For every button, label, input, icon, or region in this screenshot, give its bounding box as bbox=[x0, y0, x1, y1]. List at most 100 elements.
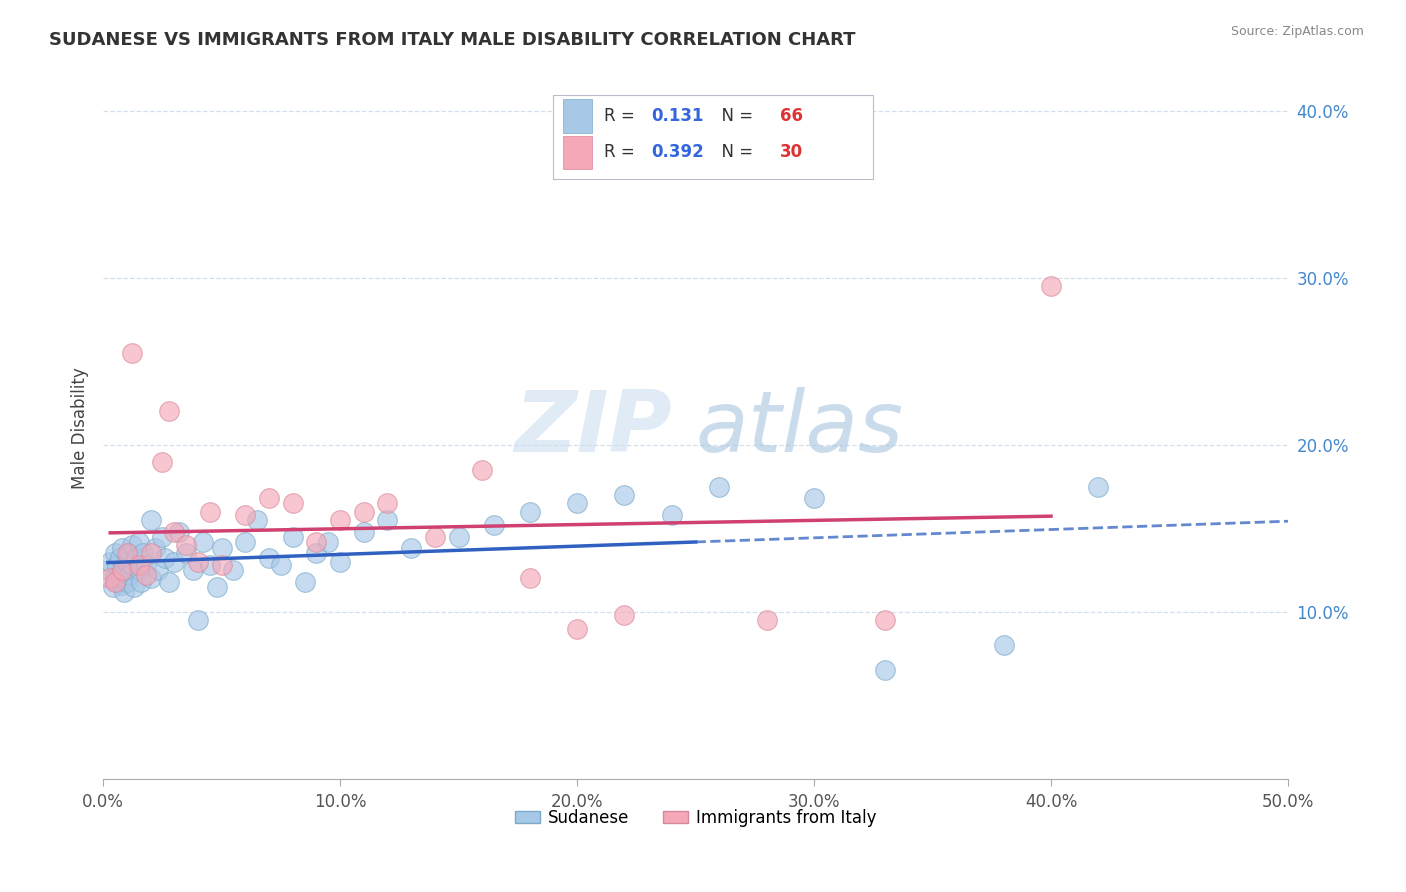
Point bbox=[661, 508, 683, 522]
Point bbox=[187, 555, 209, 569]
Point bbox=[128, 558, 150, 573]
Point bbox=[167, 524, 190, 539]
Point bbox=[198, 505, 221, 519]
Point bbox=[187, 613, 209, 627]
Point bbox=[423, 530, 446, 544]
Point bbox=[163, 555, 186, 569]
Point bbox=[150, 530, 173, 544]
Point bbox=[139, 572, 162, 586]
Text: ZIP: ZIP bbox=[515, 386, 672, 470]
Point bbox=[281, 496, 304, 510]
Point bbox=[105, 558, 128, 573]
Point bbox=[399, 541, 422, 556]
Point bbox=[153, 551, 176, 566]
Point bbox=[482, 518, 505, 533]
Point bbox=[114, 563, 136, 577]
Point bbox=[257, 491, 280, 506]
Point bbox=[305, 546, 328, 560]
Point bbox=[135, 558, 157, 573]
Point bbox=[108, 551, 131, 566]
Point bbox=[159, 404, 181, 418]
Point bbox=[613, 488, 636, 502]
Point bbox=[115, 555, 138, 569]
Point bbox=[97, 563, 120, 577]
Point bbox=[111, 541, 134, 556]
Point bbox=[132, 546, 155, 560]
Point bbox=[246, 513, 269, 527]
Point bbox=[233, 508, 256, 522]
Point bbox=[709, 480, 731, 494]
Text: 66: 66 bbox=[780, 107, 803, 125]
Point bbox=[447, 530, 470, 544]
Point bbox=[104, 574, 127, 589]
Point bbox=[139, 513, 162, 527]
Point bbox=[993, 638, 1015, 652]
Text: 0.392: 0.392 bbox=[652, 144, 704, 161]
Point bbox=[305, 534, 328, 549]
Text: SUDANESE VS IMMIGRANTS FROM ITALY MALE DISABILITY CORRELATION CHART: SUDANESE VS IMMIGRANTS FROM ITALY MALE D… bbox=[49, 31, 856, 49]
Point bbox=[316, 534, 339, 549]
Point bbox=[803, 491, 825, 506]
Point bbox=[115, 546, 138, 560]
Point bbox=[565, 622, 588, 636]
Y-axis label: Male Disability: Male Disability bbox=[72, 368, 89, 489]
Point bbox=[115, 574, 138, 589]
Point bbox=[233, 534, 256, 549]
Point bbox=[519, 572, 541, 586]
Point bbox=[146, 563, 169, 577]
Point bbox=[98, 572, 121, 586]
Point bbox=[98, 555, 121, 569]
Point bbox=[128, 563, 150, 577]
Point bbox=[377, 496, 399, 510]
Point bbox=[159, 574, 181, 589]
Point bbox=[205, 580, 228, 594]
Point bbox=[129, 574, 152, 589]
Text: Source: ZipAtlas.com: Source: ZipAtlas.com bbox=[1230, 25, 1364, 38]
Point bbox=[377, 513, 399, 527]
Point bbox=[329, 555, 352, 569]
Point bbox=[191, 534, 214, 549]
Point bbox=[211, 558, 233, 573]
Text: 0.131: 0.131 bbox=[652, 107, 704, 125]
Point bbox=[121, 346, 143, 360]
Point bbox=[281, 530, 304, 544]
Point bbox=[875, 664, 897, 678]
Point bbox=[211, 541, 233, 556]
Bar bbox=[562, 99, 592, 133]
Point bbox=[181, 563, 204, 577]
Point bbox=[875, 613, 897, 627]
Point bbox=[613, 608, 636, 623]
Point bbox=[125, 551, 148, 566]
Text: 30: 30 bbox=[780, 144, 803, 161]
Point bbox=[118, 546, 141, 560]
Text: N =: N = bbox=[711, 144, 758, 161]
Point bbox=[139, 546, 162, 560]
Point bbox=[111, 578, 134, 592]
Point bbox=[150, 454, 173, 468]
Point bbox=[294, 574, 316, 589]
Point bbox=[565, 496, 588, 510]
Point bbox=[143, 541, 166, 556]
Point bbox=[353, 524, 375, 539]
Point bbox=[114, 585, 136, 599]
Point bbox=[108, 568, 131, 582]
Text: R =: R = bbox=[605, 107, 640, 125]
Point bbox=[118, 568, 141, 582]
Point bbox=[755, 613, 778, 627]
Point bbox=[111, 563, 134, 577]
Point bbox=[135, 568, 157, 582]
Point bbox=[128, 534, 150, 549]
Point bbox=[353, 505, 375, 519]
Bar bbox=[562, 136, 592, 169]
Text: R =: R = bbox=[605, 144, 640, 161]
Point bbox=[222, 563, 245, 577]
Point bbox=[104, 572, 127, 586]
Point bbox=[101, 580, 124, 594]
Point bbox=[122, 580, 145, 594]
Point bbox=[163, 524, 186, 539]
Text: N =: N = bbox=[711, 107, 758, 125]
Point bbox=[104, 546, 127, 560]
Point bbox=[519, 505, 541, 519]
Point bbox=[1040, 279, 1063, 293]
Text: atlas: atlas bbox=[696, 386, 904, 470]
